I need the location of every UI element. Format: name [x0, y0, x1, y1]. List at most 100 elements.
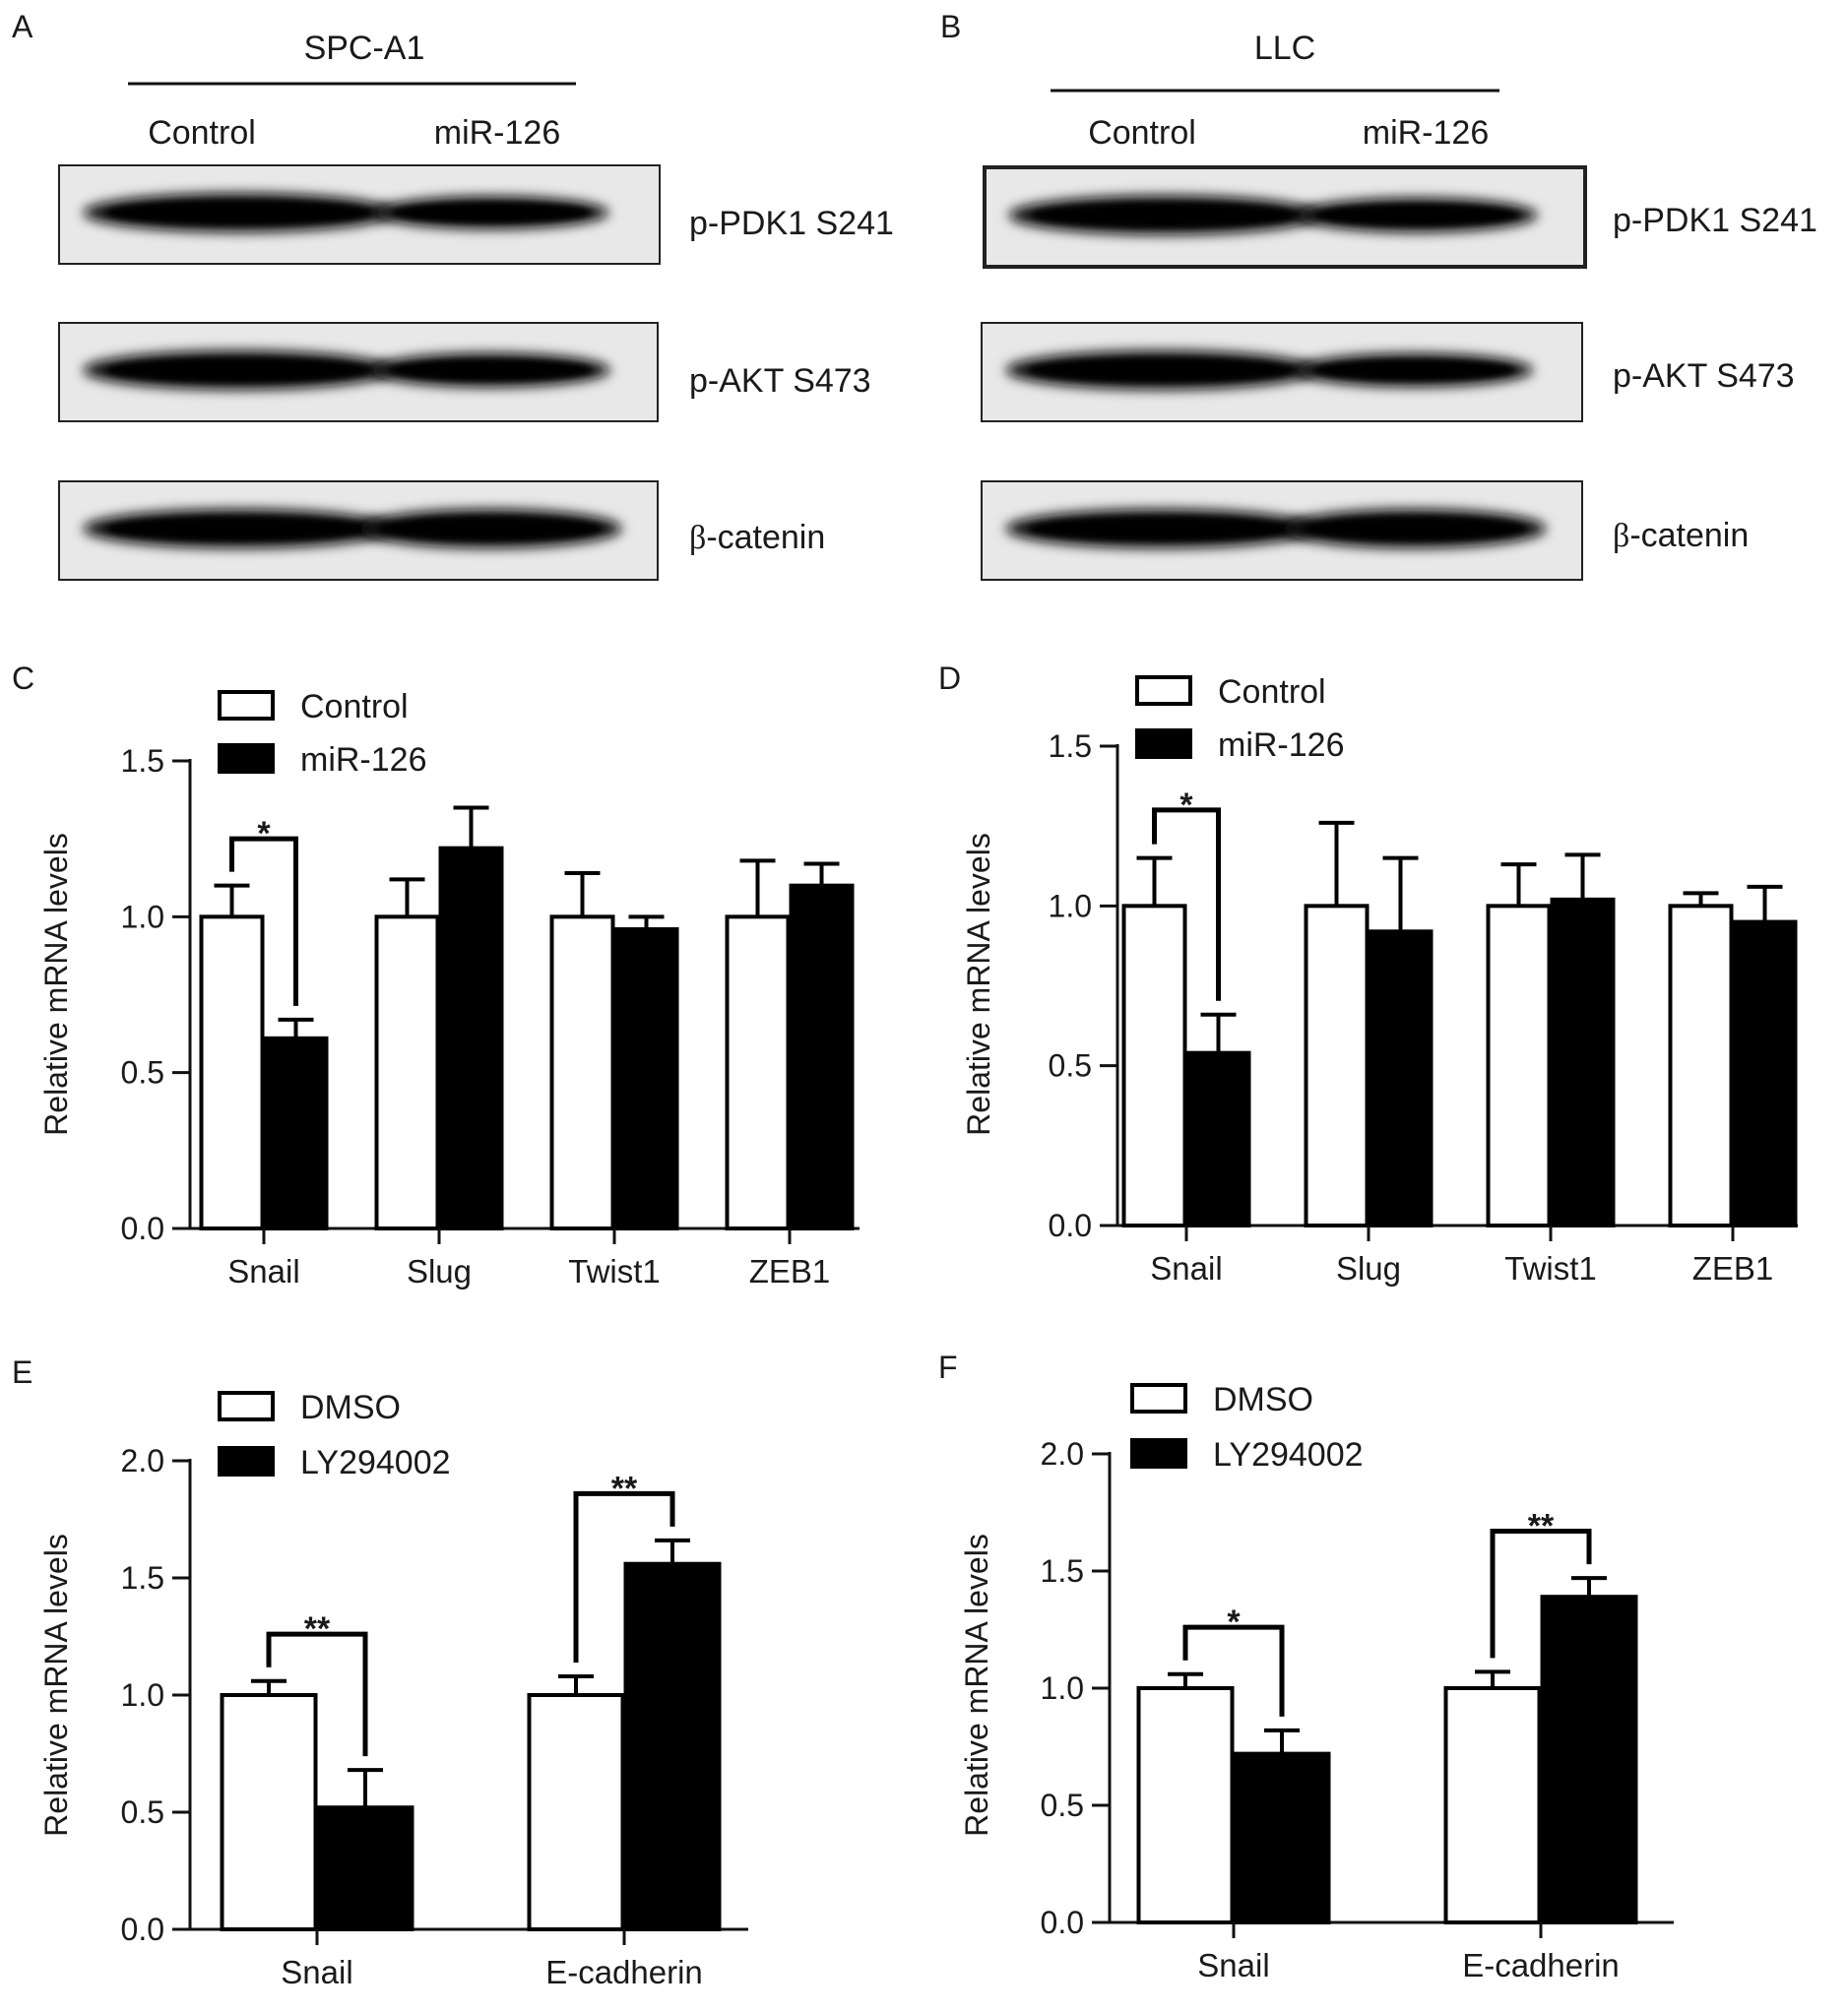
- legend-label: Control: [300, 688, 409, 725]
- x-tick-label: Snail: [1197, 1947, 1269, 1983]
- category-group: E-cadherin: [527, 1538, 722, 1990]
- significance-label: *: [1227, 1604, 1241, 1641]
- band-label-rest: -catenin: [1629, 517, 1749, 554]
- x-tick-label: Snail: [281, 1954, 352, 1990]
- blot-strip: p-AKT S473: [58, 322, 871, 422]
- y-tick-label: 0.5: [1041, 1788, 1084, 1823]
- bar: [220, 1693, 318, 1931]
- category-group: Twist1: [549, 871, 679, 1290]
- bar: [1668, 904, 1734, 1227]
- significance-bracket: [1490, 1529, 1592, 1659]
- chart-panel-f: F 0.0 0.5 1.0 1.5 2.0 Relative mRNA levels DMSO…: [938, 1350, 1674, 1983]
- y-axis-label: Relative mRNA levels: [959, 1534, 994, 1837]
- bar: [789, 883, 855, 1231]
- significance-bracket: [229, 836, 298, 1006]
- blot-strip: β-catenin: [981, 480, 1749, 581]
- lane-label: miR-126: [434, 114, 560, 152]
- lane-label: Control: [1088, 114, 1196, 152]
- x-tick-label: Twist1: [568, 1253, 661, 1290]
- category-group: E-cadherin: [1443, 1576, 1638, 1983]
- bar: [438, 846, 504, 1231]
- y-tick-label: 0.0: [1041, 1905, 1084, 1940]
- cell-line-label: LLC: [1254, 30, 1315, 67]
- band-label: p-PDK1 S241: [689, 205, 894, 242]
- legend-label: miR-126: [300, 741, 426, 779]
- protein-band-core: [1029, 517, 1295, 540]
- x-tick-label: E-cadherin: [545, 1954, 703, 1990]
- protein-band-core: [1032, 203, 1298, 227]
- bar: [263, 1036, 329, 1231]
- greek-letter: β: [689, 520, 706, 556]
- legend-swatch: [218, 1446, 275, 1477]
- legend-label: LY294002: [1213, 1436, 1364, 1474]
- significance-bracket: [266, 1631, 368, 1757]
- significance-bracket: [573, 1490, 675, 1663]
- legend-label: miR-126: [1218, 726, 1344, 764]
- legend-swatch: [218, 743, 275, 774]
- bar: [613, 927, 679, 1230]
- category-group: Slug: [1304, 820, 1434, 1287]
- legend-label: DMSO: [1213, 1381, 1313, 1418]
- band-label: p-AKT S473: [689, 362, 871, 400]
- category-group: Slug: [374, 805, 504, 1290]
- blot-panel-a: A SPC-A1 Control miR-126 p-PDK1 S241 p-AKT S4…: [12, 9, 894, 581]
- legend-swatch: [1135, 728, 1192, 759]
- bar: [199, 914, 265, 1230]
- category-group: Snail: [1136, 1671, 1331, 1983]
- y-tick-label: 1.5: [1041, 1553, 1084, 1589]
- protein-band-core: [106, 358, 371, 382]
- blot-strip: p-AKT S473: [981, 322, 1795, 422]
- y-tick-label: 2.0: [1041, 1436, 1084, 1472]
- bar: [1540, 1595, 1638, 1925]
- panel-label: D: [938, 661, 961, 696]
- band-label-rest: -catenin: [706, 519, 825, 556]
- x-tick-label: Slug: [1336, 1250, 1401, 1287]
- protein-band-core: [378, 517, 603, 540]
- band-label: p-PDK1 S241: [1613, 202, 1817, 239]
- legend-label: LY294002: [300, 1444, 451, 1481]
- legend-label: Control: [1218, 673, 1326, 711]
- protein-band-core: [1302, 517, 1527, 540]
- x-tick-label: ZEB1: [1692, 1250, 1774, 1287]
- protein-band-core: [388, 359, 593, 381]
- legend-swatch: [218, 690, 275, 721]
- significance-bracket: [1182, 1624, 1285, 1717]
- panel-label: A: [12, 9, 33, 44]
- band-label: p-AKT S473: [1613, 357, 1795, 395]
- y-tick-label: 1.0: [1041, 1670, 1084, 1706]
- y-tick-label: 0.5: [121, 1794, 164, 1830]
- bar: [1732, 919, 1798, 1227]
- protein-band-core: [106, 201, 372, 224]
- y-tick-label: 1.0: [1049, 888, 1092, 923]
- chart-panel-e: E 0.0 0.5 1.0 1.5 2.0 Relative mRNA levels DMSO…: [12, 1354, 748, 1990]
- panel-label: F: [938, 1350, 958, 1385]
- x-tick-label: Snail: [1150, 1250, 1222, 1287]
- y-axis-label: Relative mRNA levels: [38, 1534, 74, 1837]
- protein-band-core: [1029, 358, 1295, 382]
- protein-band-core: [1312, 359, 1515, 381]
- y-tick-label: 2.0: [121, 1443, 164, 1478]
- y-tick-label: 0.5: [1049, 1048, 1092, 1084]
- lane-label: miR-126: [1363, 114, 1489, 152]
- blot-strip: p-PDK1 S241: [983, 165, 1817, 269]
- bar: [1443, 1686, 1542, 1924]
- legend-swatch: [218, 1391, 275, 1421]
- x-tick-label: Slug: [407, 1253, 472, 1290]
- protein-band-core: [106, 517, 371, 540]
- band-label: β-catenin: [689, 519, 825, 556]
- legend-swatch: [1130, 1383, 1187, 1414]
- category-group: Snail: [1121, 855, 1251, 1287]
- panel-label: E: [12, 1354, 32, 1390]
- bar-chart-panels: C 0.0 0.5 1.0 1.5 Relative mRNA levels Control…: [12, 661, 1798, 1990]
- y-tick-label: 1.5: [121, 743, 164, 779]
- bar: [1368, 929, 1434, 1227]
- significance-label: **: [304, 1610, 331, 1648]
- bar: [527, 1693, 625, 1931]
- y-tick-label: 0.0: [121, 1211, 164, 1246]
- band-label: β-catenin: [1613, 517, 1749, 554]
- x-tick-label: Twist1: [1504, 1250, 1597, 1287]
- y-tick-label: 0.0: [121, 1912, 164, 1947]
- significance-label: *: [1179, 786, 1193, 824]
- bar: [1304, 904, 1370, 1227]
